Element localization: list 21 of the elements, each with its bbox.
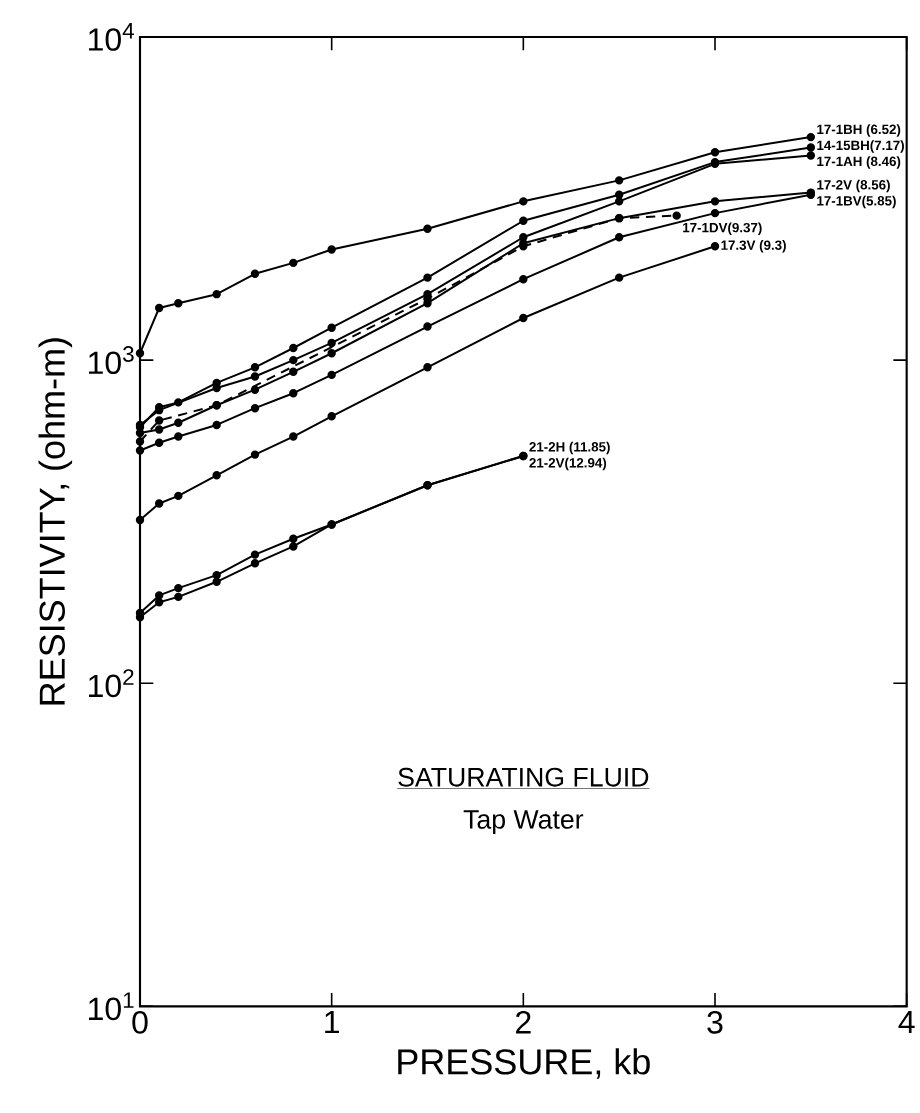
y-tick-label: 10$^{4}$: [89, 23, 134, 51]
series-label: 17-1BV(5.85): [817, 195, 896, 209]
series-label: 17-2V (8.56): [817, 179, 890, 193]
x-tick-label: 0: [132, 1011, 148, 1034]
series-label: 17.3V (9.3): [721, 240, 786, 253]
series-label: 21-2V(12.94): [529, 457, 607, 471]
series-label: 14-15BH(7.17): [817, 140, 904, 153]
x-tick-label: 4: [898, 1011, 915, 1034]
series-label: 17-1DV(9.37): [683, 222, 762, 235]
series-label: 17-1BH (6.52): [817, 124, 901, 137]
y-tick-label: 10$^{2}$: [89, 669, 134, 698]
x-tick-label: 2: [516, 1011, 531, 1034]
annotation: Tap Water: [463, 810, 584, 835]
series-label: 21-2H (11.85): [529, 441, 610, 455]
series-label: 17-1AH (8.46): [817, 156, 901, 169]
y-axis-title: RESISTIVITY, (ohm-m): [38, 338, 73, 705]
y-tick-label: 10$^{3}$: [89, 346, 134, 375]
x-tick-label: 3: [707, 1011, 723, 1034]
x-axis-title: PRESSURE, kb: [398, 1048, 650, 1079]
annotation: SATURATING FLUID: [398, 767, 649, 787]
x-tick-label: 1: [325, 1011, 339, 1034]
